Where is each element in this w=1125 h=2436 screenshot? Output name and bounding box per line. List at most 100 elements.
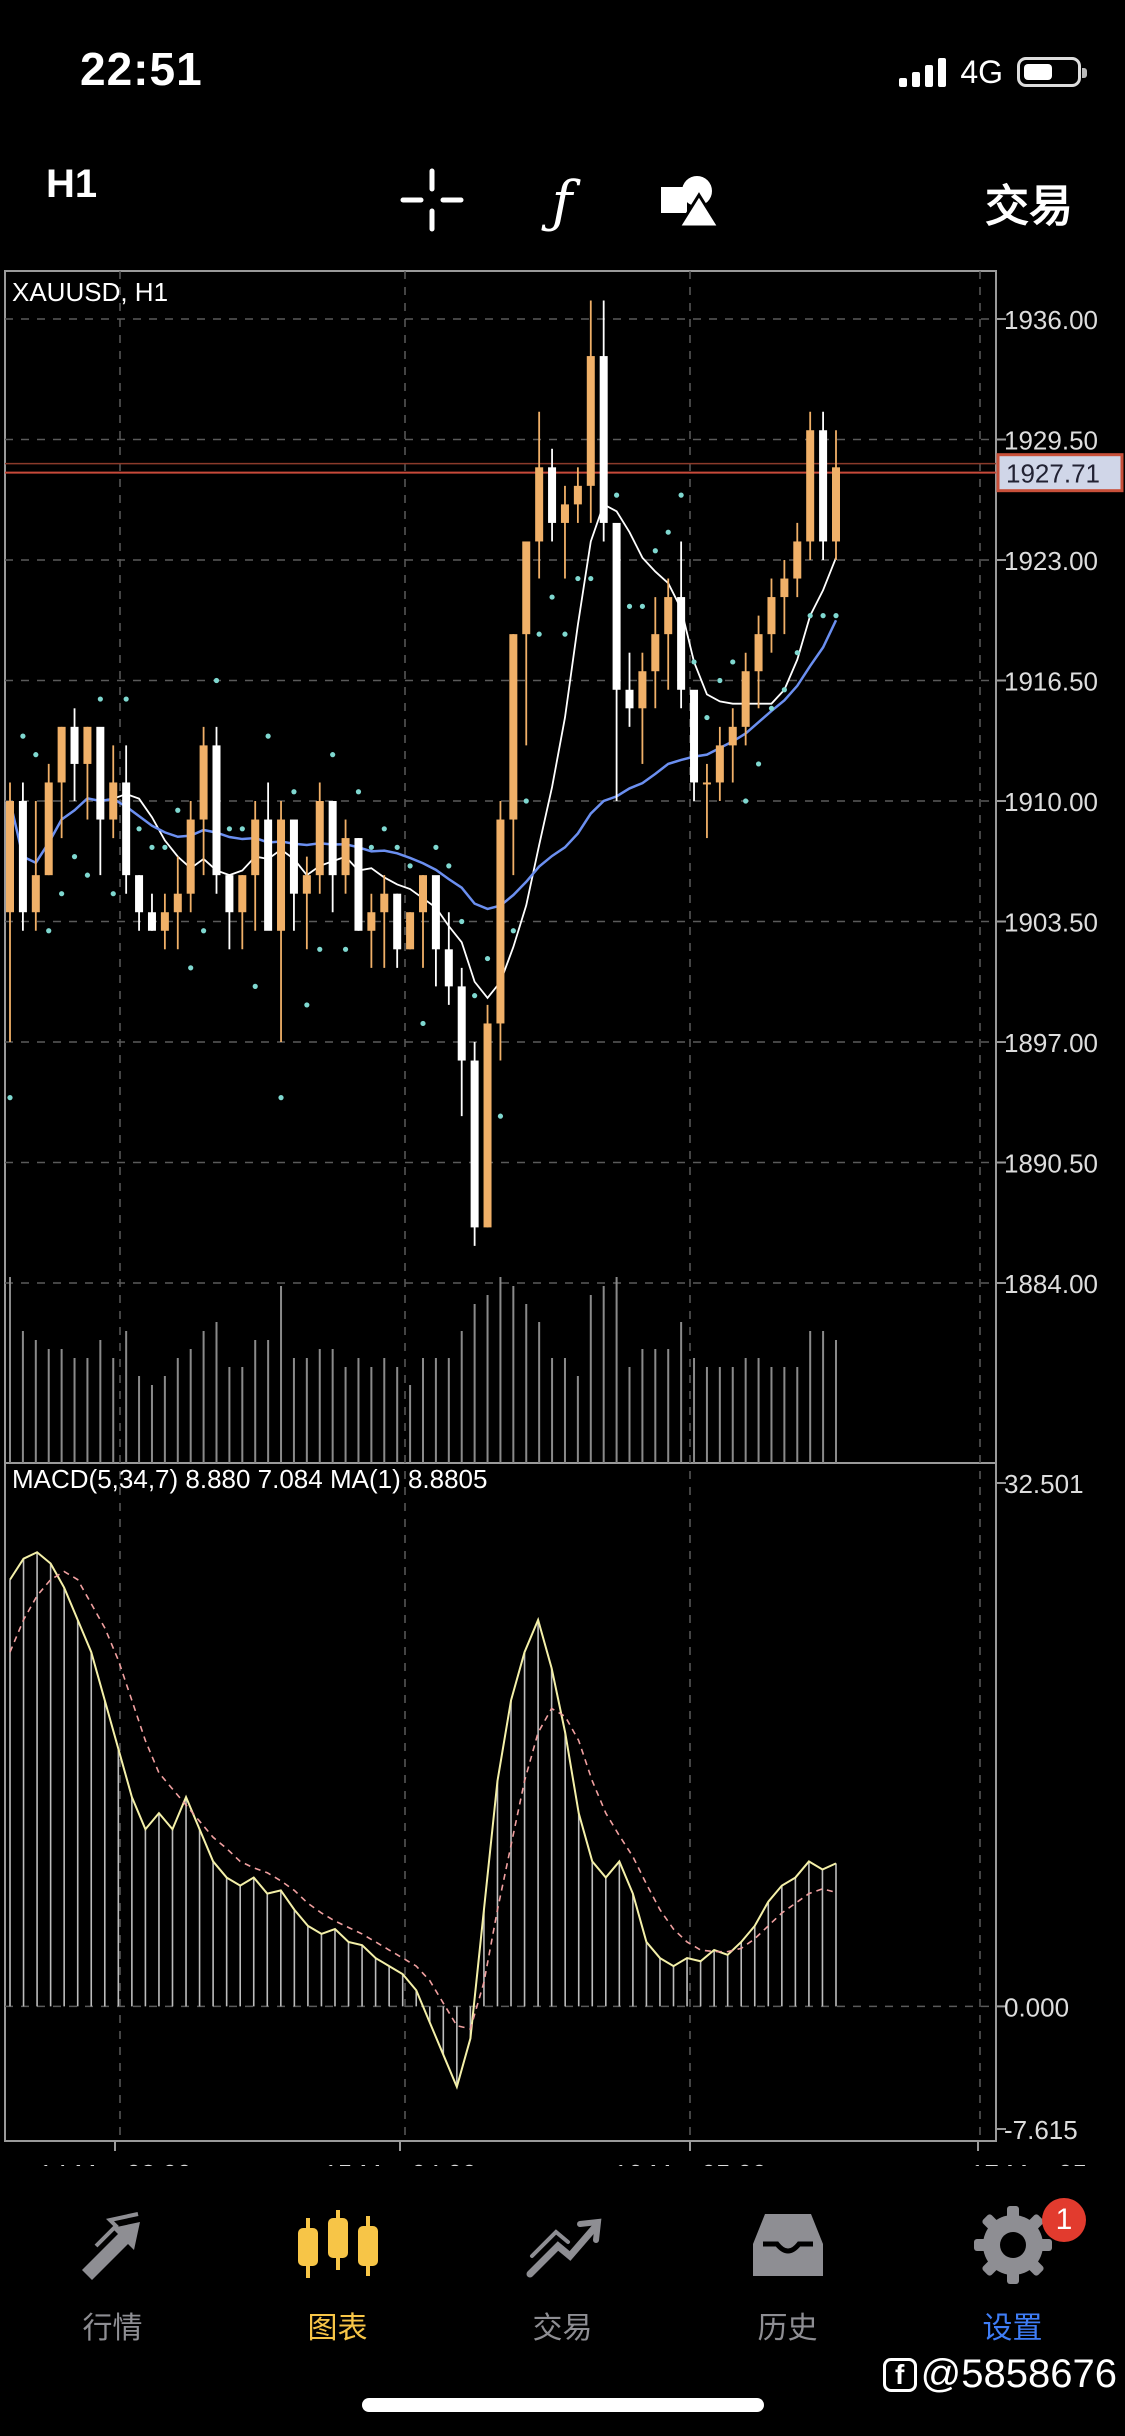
price-level-label: 1910.00 [1004, 787, 1098, 817]
sar-dot [536, 631, 542, 637]
candle-body [354, 838, 363, 931]
candle [122, 745, 131, 894]
sar-dot [136, 826, 142, 832]
sar-dot [472, 993, 478, 999]
candle-body [612, 522, 621, 690]
price-level-label: 1903.50 [1004, 908, 1098, 938]
sar-dot [368, 844, 374, 850]
candle [83, 726, 92, 820]
sar-dot [71, 854, 78, 860]
nav-history[interactable]: 历史 [675, 2200, 900, 2347]
sar-dot [433, 844, 439, 850]
sar-dot [330, 752, 336, 758]
history-inbox-icon [752, 2214, 823, 2276]
sar-dot [794, 650, 800, 656]
candle-body [418, 875, 428, 913]
sar-dot [484, 955, 491, 962]
candle-body [548, 467, 557, 523]
candle-body [560, 504, 569, 523]
candle-body [315, 801, 324, 876]
candle [186, 801, 195, 913]
candle [767, 578, 776, 653]
candle [70, 708, 79, 801]
network-type: 4G [960, 53, 1003, 90]
nav-label: 行情 [82, 2312, 143, 2345]
nav-settings[interactable]: 设置 [900, 2200, 1125, 2347]
sar-dot [639, 603, 646, 609]
candle-body [18, 801, 27, 913]
candle-body [793, 541, 802, 579]
candle-body [573, 485, 582, 505]
trade-button[interactable]: 交易 [985, 182, 1073, 231]
nav-trade[interactable]: 交易 [450, 2200, 675, 2347]
candle-body [277, 819, 286, 931]
crosshair-icon[interactable] [397, 165, 467, 235]
candle [702, 763, 711, 839]
candle-body [444, 949, 453, 987]
sar-dot [820, 613, 826, 619]
candle-body [70, 726, 79, 764]
function-icon[interactable]: ƒ [527, 165, 597, 235]
sar-dot [97, 696, 103, 702]
candle-body [83, 726, 92, 764]
candle [57, 726, 66, 839]
sar-dot [626, 603, 633, 609]
sar-dot [497, 1113, 504, 1119]
candle [264, 782, 273, 931]
sar-dot [755, 761, 762, 767]
candle [806, 411, 815, 560]
candle-body [754, 634, 763, 672]
sar-dot [523, 798, 529, 804]
price-level-label: 1936.00 [1004, 305, 1098, 335]
nav-quotes[interactable]: 行情 [0, 2200, 225, 2347]
candle [380, 875, 389, 968]
watermark-text: @5858676 [920, 2352, 1117, 2396]
watermark: f @5858676 [882, 2352, 1117, 2397]
quotes-arrows-icon [81, 2212, 140, 2280]
time-axis-label: 14 Mar 03:00 [38, 2159, 191, 2166]
objects-icon[interactable] [655, 165, 725, 235]
sar-dot [162, 844, 168, 850]
candlestick-chart-icon [297, 2210, 378, 2278]
candle-body [690, 689, 699, 783]
candle [431, 875, 440, 987]
sar-dot [575, 575, 581, 582]
candle-body [457, 986, 466, 1061]
candle [522, 541, 531, 746]
sar-dot [20, 733, 26, 739]
candle [573, 467, 582, 523]
nav-chart[interactable]: 图表 [225, 2200, 450, 2347]
price-chart[interactable]: 1936.00 1929.50 1923.00 1916.50 1910.00 1903.… [0, 266, 1125, 2166]
candle-body [522, 541, 531, 635]
macd-chart-frame [4, 1462, 997, 2142]
candle-body [109, 782, 118, 820]
timeframe-button[interactable]: H1 [46, 162, 98, 206]
candle [289, 819, 298, 931]
sar-dot [239, 826, 245, 832]
current-price-label: 1927.71 [1006, 459, 1100, 489]
price-level-label: 1884.00 [1004, 1269, 1098, 1299]
candle [302, 856, 311, 950]
candle [199, 726, 208, 876]
candle [367, 893, 376, 968]
sar-dot [549, 594, 555, 600]
candle [160, 893, 169, 950]
sar-dot [226, 826, 233, 832]
candle-body [831, 467, 841, 542]
candle [147, 893, 156, 931]
current-price-box [996, 453, 1124, 493]
sar-dot [110, 891, 116, 897]
sar-dot [84, 872, 91, 878]
candle [509, 634, 518, 876]
sar-dot [175, 807, 181, 813]
candle-body [302, 875, 311, 894]
candle [831, 430, 841, 560]
candle [18, 782, 27, 931]
candle [225, 875, 234, 950]
candle-body [122, 782, 131, 876]
candle [599, 300, 608, 542]
sar-dot [304, 1002, 310, 1008]
candle [780, 560, 789, 635]
sar-dot [355, 789, 362, 795]
candle-body [393, 893, 402, 950]
